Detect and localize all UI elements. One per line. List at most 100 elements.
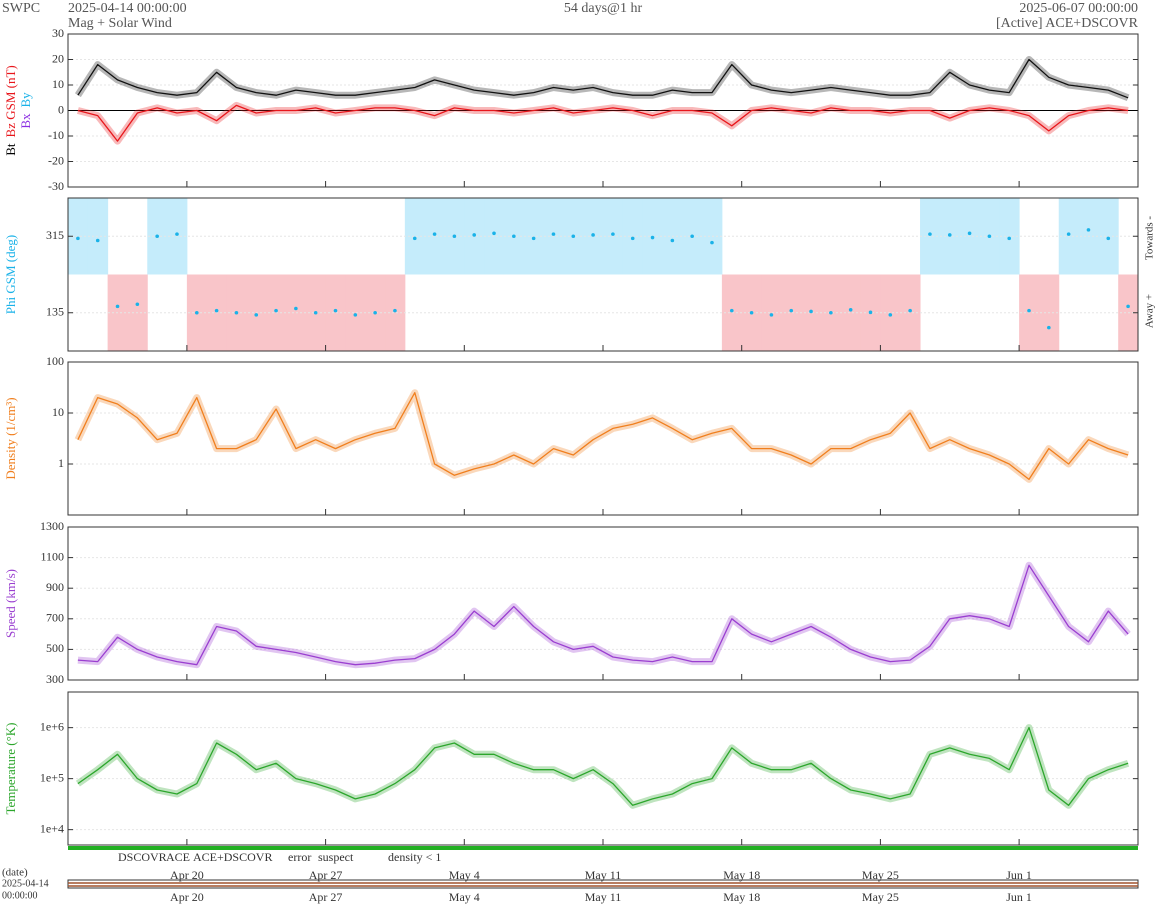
start-time: 2025-04-14 00:00:00 <box>68 1 187 16</box>
x-tick-label: May 4 <box>449 868 480 882</box>
time-start: 00:00:00 <box>2 890 38 901</box>
sector <box>345 274 366 351</box>
point <box>908 308 912 313</box>
y-tick-label: 1100 <box>40 549 64 563</box>
y-label-part: Speed (km/s) <box>3 569 18 638</box>
y-tick-label: -20 <box>48 153 64 167</box>
point <box>1007 236 1012 241</box>
source: SWPC <box>2 1 40 16</box>
point <box>571 234 576 239</box>
y-tick-label: 300 <box>46 672 64 686</box>
sector-label: Away + <box>1144 294 1156 328</box>
point <box>492 231 496 236</box>
point <box>373 310 377 315</box>
series-band <box>77 561 1131 669</box>
x-tick-label: Jun 1 <box>1006 890 1032 904</box>
x-tick-label: May 11 <box>585 868 622 882</box>
sector <box>484 198 505 275</box>
y-tick-label: 10 <box>52 405 64 419</box>
y-tick-label: 135 <box>46 305 64 319</box>
y-label-part: Temperature (°K) <box>3 723 18 815</box>
sector <box>920 198 941 275</box>
point <box>175 232 179 236</box>
y-axis-label: Temperature (°K) <box>3 723 18 815</box>
point <box>1047 325 1051 330</box>
sector <box>880 274 901 351</box>
x-tick-label: May 18 <box>723 868 760 882</box>
point <box>452 234 457 239</box>
y-tick-label: 10 <box>52 77 64 91</box>
point <box>868 310 873 315</box>
point <box>947 233 952 237</box>
point <box>769 313 774 317</box>
sector <box>325 274 346 351</box>
series-line <box>77 104 1129 142</box>
point <box>591 233 595 237</box>
status-legend: DSCOVR <box>118 850 167 864</box>
y-tick-label: 1e+5 <box>40 770 64 784</box>
status-legend: suspect <box>318 850 354 864</box>
sector <box>781 274 802 351</box>
point <box>254 313 259 317</box>
y-axis-label: Bx By <box>18 92 33 129</box>
panel-frame <box>67 526 1139 681</box>
point <box>1126 304 1130 309</box>
point <box>690 234 694 239</box>
sector <box>424 198 445 275</box>
point <box>274 308 278 313</box>
series-band <box>75 724 1130 809</box>
point <box>412 236 417 241</box>
x-tick-label: Apr 27 <box>309 890 343 904</box>
point <box>472 233 477 237</box>
point <box>809 309 813 314</box>
y-tick-label: 30 <box>52 26 64 40</box>
sector <box>68 198 89 275</box>
x-tick-label: Jun 1 <box>1006 868 1032 882</box>
point <box>848 307 853 312</box>
point <box>115 304 120 309</box>
date-start: 2025-04-14 <box>2 878 49 889</box>
y-tick-label: 1e+6 <box>40 719 64 733</box>
series-line <box>77 58 1129 99</box>
x-tick-label: Apr 20 <box>170 890 204 904</box>
sector <box>385 274 406 351</box>
y-axis-label: Density (1/cm³) <box>3 397 18 479</box>
y-label-part: Density (1/cm³) <box>3 397 18 479</box>
point <box>670 238 675 243</box>
y-tick-label: 500 <box>46 641 64 655</box>
point <box>1066 232 1071 236</box>
x-tick-label: May 11 <box>585 890 622 904</box>
x-tick-label: Apr 27 <box>309 868 343 882</box>
x-tick-label: Apr 20 <box>170 868 204 882</box>
y-axis-label: Speed (km/s) <box>3 569 18 638</box>
y-tick-label: -10 <box>48 128 64 142</box>
point <box>95 238 100 243</box>
point <box>214 308 219 313</box>
status-legend: error <box>288 850 311 864</box>
timeline-frame <box>67 879 1139 889</box>
y-label-part: By <box>18 92 33 108</box>
point <box>155 234 159 239</box>
y-label-part: Phi GSM (deg) <box>3 235 18 314</box>
point <box>393 308 397 313</box>
point <box>1106 236 1111 241</box>
point <box>729 308 734 313</box>
point <box>829 310 833 315</box>
end-time: 2025-06-07 00:00:00 <box>1019 1 1138 16</box>
point <box>353 313 358 317</box>
point <box>650 235 655 240</box>
status-legend: ACE <box>166 850 190 864</box>
y-label-part: Bz GSM (nT) <box>3 65 18 137</box>
point <box>333 308 338 313</box>
sector <box>404 198 426 275</box>
point <box>313 310 318 315</box>
sector <box>761 274 782 351</box>
y-tick-label: 1e+4 <box>40 821 64 835</box>
y-axis-label: Bt Bz GSM (nT) <box>3 65 18 156</box>
point <box>135 302 140 307</box>
series-band <box>74 389 1130 483</box>
y-tick-label: 700 <box>46 611 64 625</box>
point <box>967 231 972 236</box>
y-tick-label: 0 <box>58 102 64 116</box>
